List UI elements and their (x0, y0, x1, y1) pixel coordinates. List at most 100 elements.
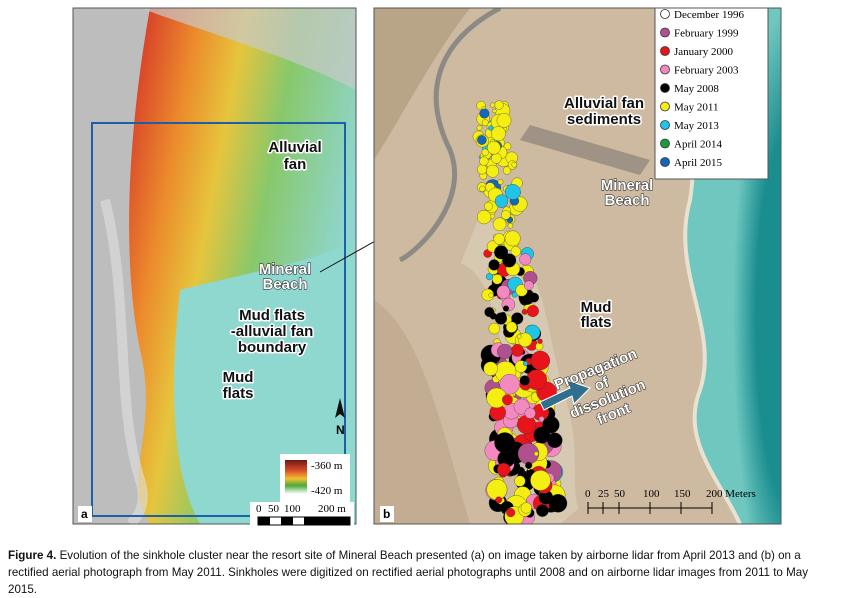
legend-label: February 2003 (674, 65, 739, 77)
sinkhole (496, 285, 511, 299)
sinkhole (494, 194, 509, 208)
sinkhole (491, 153, 502, 164)
sinkhole (511, 161, 518, 168)
sinkhole (501, 210, 511, 220)
map-label: Mineral (259, 261, 312, 278)
map-label: Mud (223, 369, 254, 386)
sinkhole (484, 201, 493, 211)
sinkhole (504, 230, 521, 247)
sinkhole (504, 184, 521, 200)
sinkhole (494, 312, 508, 325)
scale-label: 200 Meters (706, 488, 756, 500)
sinkhole (494, 100, 504, 110)
sinkhole (548, 494, 568, 513)
legend-swatch (660, 27, 670, 38)
sinkhole (503, 142, 512, 151)
sinkhole (494, 245, 509, 260)
map-label: -alluvial fan (231, 323, 314, 340)
sinkhole (536, 504, 549, 517)
sinkhole (479, 108, 490, 119)
sinkhole (525, 461, 533, 469)
sinkhole (491, 126, 506, 141)
panel-letter: b (383, 507, 390, 521)
sinkhole (477, 135, 487, 145)
map-label: Mud (581, 299, 612, 316)
legend-label: May 2011 (674, 102, 719, 114)
sinkhole (477, 210, 492, 225)
legend-swatch (660, 9, 670, 19)
sinkhole (510, 246, 521, 257)
sinkhole (530, 350, 550, 371)
map-label: Mineral (601, 177, 654, 194)
sinkhole (481, 148, 489, 156)
sinkhole (492, 217, 507, 232)
sinkhole (520, 502, 532, 514)
sinkhole (483, 361, 498, 376)
letter-box (380, 506, 394, 522)
north-arrow (335, 398, 345, 418)
scale-label: 100 (284, 503, 301, 515)
scale-label: 50 (268, 503, 280, 515)
sinkhole (492, 274, 503, 285)
sinkhole (502, 305, 510, 312)
map-label: Beach (604, 192, 649, 209)
sinkhole (490, 102, 496, 108)
sinkhole (488, 125, 494, 131)
scale-label: 0 (585, 488, 591, 500)
letter-box (78, 506, 92, 522)
sinkhole (521, 308, 528, 315)
sinkhole (523, 280, 534, 291)
sinkhole (517, 332, 533, 347)
legend-label: April 2014 (674, 139, 722, 151)
sinkhole (502, 166, 512, 175)
figure: -360 m -420 m 0 50 100 200 m N a Decembe… (72, 7, 782, 526)
sinkhole (486, 479, 508, 500)
sinkhole (497, 344, 513, 360)
panel-a-frame (72, 7, 357, 525)
legend-swatch (660, 120, 670, 130)
sinkhole (496, 113, 512, 128)
map-label: Alluvial (268, 139, 321, 156)
scale-label: 50 (614, 488, 626, 500)
legend-swatch (660, 157, 670, 167)
sinkhole (495, 496, 503, 504)
sinkhole (479, 185, 486, 192)
map-label: fan (284, 156, 307, 173)
legend-label: December 1996 (674, 9, 744, 21)
sinkhole (519, 375, 530, 386)
panel-letter: a (81, 507, 88, 521)
sinkhole (516, 334, 522, 339)
caption-label: Figure 4. (8, 549, 57, 562)
legend-swatch (660, 138, 670, 149)
sinkhole (492, 108, 497, 114)
sinkhole (537, 338, 543, 344)
panel-b-frame (373, 7, 782, 525)
sinkhole (502, 394, 513, 406)
sinkhole (517, 415, 537, 435)
scale-label: 100 (643, 488, 660, 500)
sinkhole (511, 312, 524, 325)
sinkhole (529, 292, 539, 303)
legend-swatch (660, 101, 670, 112)
elevation-label: -360 m (311, 460, 343, 472)
sinkhole (507, 223, 514, 229)
sinkhole (479, 156, 489, 166)
sinkhole (476, 164, 488, 175)
sinkhole (524, 407, 536, 419)
map-label: sediments (567, 111, 641, 128)
map-label: flats (581, 314, 612, 331)
legend-label: May 2013 (674, 120, 719, 132)
sinkhole (484, 307, 495, 318)
sinkhole (519, 253, 532, 266)
elevation-ramp (285, 460, 307, 494)
sinkhole (506, 321, 518, 333)
map-label: flats (223, 385, 254, 402)
sinkhole (497, 462, 511, 477)
legend-label: May 2008 (674, 83, 719, 95)
sinkhole (493, 233, 505, 245)
map-label: Alluvial fan (564, 95, 644, 112)
sinkhole (488, 322, 500, 335)
sinkhole (486, 164, 500, 178)
sinkhole (488, 259, 500, 271)
legend-label: January 2000 (674, 46, 733, 58)
